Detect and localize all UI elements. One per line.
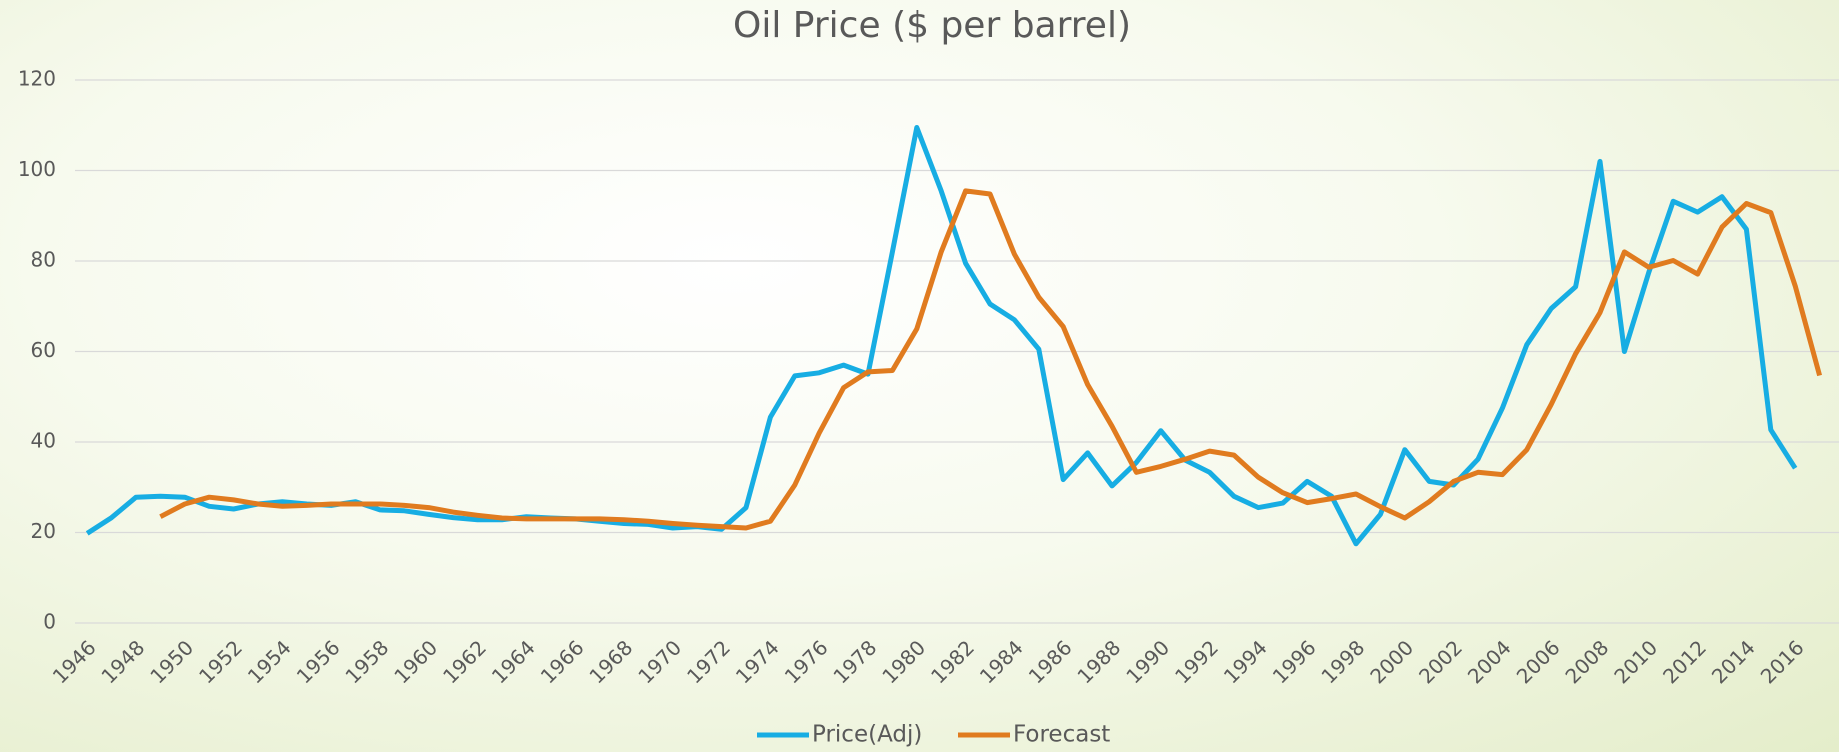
x-tick-label: 2006 bbox=[1512, 635, 1565, 688]
x-tick-label: 1986 bbox=[1024, 635, 1077, 688]
x-tick-label: 1950 bbox=[145, 635, 198, 688]
x-tick-label: 2016 bbox=[1756, 635, 1809, 688]
legend-label: Forecast bbox=[1013, 722, 1110, 748]
line-series bbox=[85, 125, 1798, 547]
x-tick-label: 2004 bbox=[1463, 635, 1516, 688]
y-tick-label: 60 bbox=[31, 338, 56, 362]
x-tick-label: 1972 bbox=[682, 635, 735, 688]
x-tick-label: 1974 bbox=[731, 635, 784, 688]
x-tick-label: 2014 bbox=[1707, 635, 1760, 688]
x-tick-label: 1952 bbox=[194, 635, 247, 688]
x-tick-label: 2002 bbox=[1414, 635, 1467, 688]
x-tick-label: 2008 bbox=[1560, 635, 1613, 688]
x-tick-label: 1960 bbox=[389, 635, 442, 688]
line-series bbox=[159, 188, 1823, 531]
x-tick-label: 1966 bbox=[536, 635, 589, 688]
y-tick-label: 120 bbox=[18, 67, 56, 91]
x-tick-label: 1992 bbox=[1170, 635, 1223, 688]
x-tick-label: 1976 bbox=[780, 635, 833, 688]
y-tick-label: 80 bbox=[31, 248, 56, 272]
x-tick-label: 1964 bbox=[487, 635, 540, 688]
y-tick-label: 20 bbox=[31, 519, 56, 543]
x-tick-label: 2012 bbox=[1658, 635, 1711, 688]
x-tick-label: 1996 bbox=[1268, 635, 1321, 688]
x-tick-label: 1998 bbox=[1316, 635, 1369, 688]
x-tick-label: 1988 bbox=[1072, 635, 1125, 688]
y-tick-label: 0 bbox=[43, 610, 56, 634]
x-tick-label: 1984 bbox=[975, 635, 1028, 688]
x-tick-label: 1978 bbox=[828, 635, 881, 688]
x-tick-label: 1954 bbox=[243, 635, 296, 688]
x-tick-label: 1994 bbox=[1219, 635, 1272, 688]
x-tick-label: 2010 bbox=[1609, 635, 1662, 688]
legend-label: Price(Adj) bbox=[812, 722, 922, 748]
y-tick-label: 100 bbox=[18, 157, 56, 181]
x-tick-label: 2000 bbox=[1365, 635, 1418, 688]
x-tick-label: 1948 bbox=[96, 635, 149, 688]
x-tick-label: 1946 bbox=[48, 635, 101, 688]
chart-title: Oil Price ($ per barrel) bbox=[733, 5, 1131, 46]
x-tick-label: 1980 bbox=[877, 635, 930, 688]
x-tick-label: 1970 bbox=[633, 635, 686, 688]
x-tick-label: 1968 bbox=[584, 635, 637, 688]
y-tick-label: 40 bbox=[31, 429, 56, 453]
x-tick-label: 1982 bbox=[926, 635, 979, 688]
x-tick-label: 1990 bbox=[1121, 635, 1174, 688]
x-tick-label: 1958 bbox=[340, 635, 393, 688]
x-tick-label: 1956 bbox=[292, 635, 345, 688]
x-tick-label: 1962 bbox=[438, 635, 491, 688]
